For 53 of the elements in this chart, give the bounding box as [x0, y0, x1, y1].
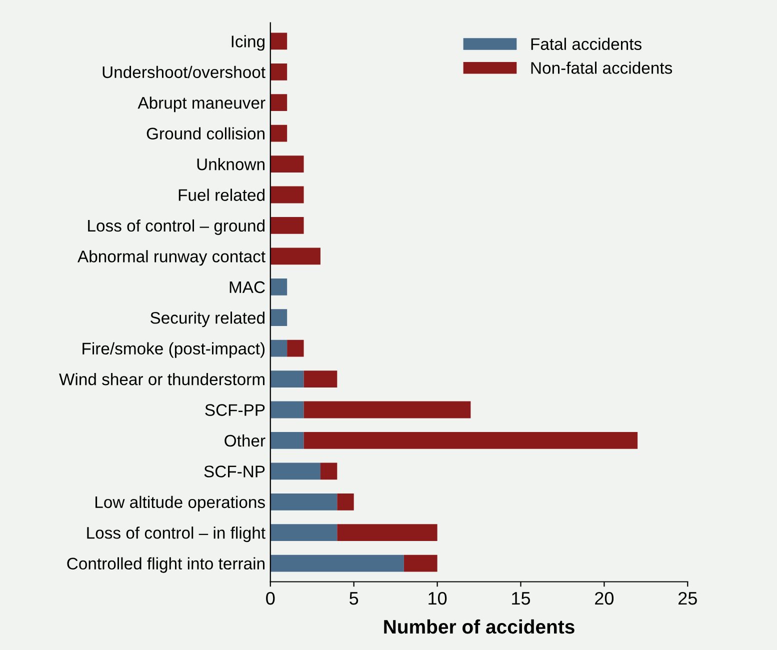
- y-tick-label: Undershoot/overshoot: [102, 66, 266, 78]
- y-tick-label: Wind shear or thunderstorm: [59, 372, 264, 386]
- y-tick-label: Abnormal runway contact: [78, 250, 266, 266]
- bar: [270, 156, 304, 172]
- bar: [287, 340, 304, 357]
- y-tick-label: Fuel related: [178, 188, 264, 201]
- bar: [270, 524, 338, 542]
- bar: [270, 370, 304, 388]
- bar: [304, 370, 338, 388]
- y-tick-label: Security related: [150, 312, 264, 328]
- y-tick-label: Fire/smoke (post-impact): [82, 342, 265, 358]
- bar: [404, 554, 438, 572]
- x-tick-label: 15: [512, 592, 530, 605]
- bar: [270, 401, 304, 418]
- x-tick-label: 10: [428, 592, 447, 605]
- bar: [304, 432, 638, 449]
- bar: [270, 554, 404, 572]
- bar: [270, 32, 288, 50]
- bar: [270, 432, 304, 449]
- bar: [320, 462, 338, 480]
- legend-label: Non-fatal accidents: [531, 62, 672, 74]
- y-tick-label: Icing: [232, 35, 264, 51]
- bar: [304, 401, 471, 418]
- y-tick-label: SCF-NP: [204, 466, 265, 478]
- bar: [337, 493, 354, 510]
- bar: [270, 493, 338, 510]
- x-axis-title: Number of accidents: [384, 619, 574, 634]
- y-tick-label: Unknown: [197, 158, 264, 170]
- y-tick-label: Ground collision: [146, 127, 264, 140]
- y-tick-label: MAC: [230, 281, 265, 294]
- x-tick-label: 25: [678, 592, 697, 605]
- bar: [270, 309, 288, 326]
- bar: [270, 462, 320, 480]
- y-tick-label: Other: [224, 434, 266, 447]
- legend-label: Fatal accidents: [531, 38, 642, 50]
- x-tick-label: 5: [350, 592, 358, 605]
- bar: [270, 278, 288, 296]
- bar: [270, 248, 320, 265]
- bar: [270, 340, 288, 357]
- bar: [270, 63, 288, 80]
- x-tick-label: 20: [595, 592, 614, 605]
- bar: [270, 217, 304, 234]
- y-tick-label: Low altitude operations: [96, 496, 265, 512]
- bar: [337, 524, 438, 542]
- bar: [270, 94, 288, 112]
- y-tick-label: SCF-PP: [205, 404, 265, 416]
- bar: [270, 124, 288, 142]
- bar: [270, 186, 304, 204]
- y-tick-label: Controlled flight into terrain: [67, 557, 264, 573]
- x-tick-label: 0: [266, 592, 275, 605]
- y-tick-label: Loss of control – in flight: [87, 526, 266, 542]
- y-tick-label: Loss of control – ground: [88, 219, 264, 235]
- y-tick-label: Abrupt maneuver: [138, 96, 266, 112]
